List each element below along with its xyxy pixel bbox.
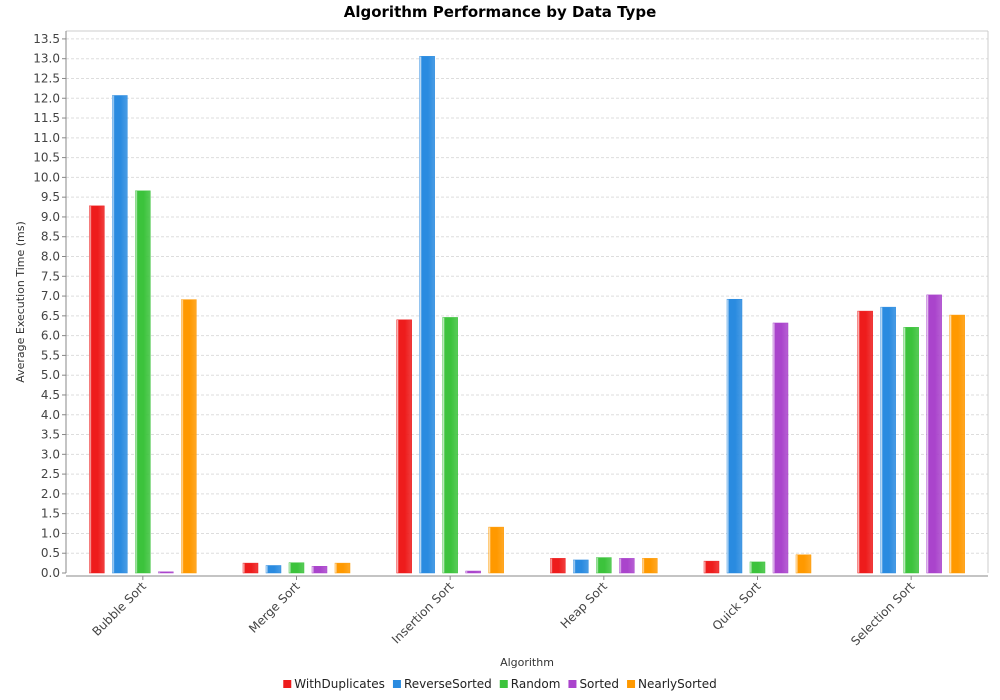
bar-reversesorted-merge-sort bbox=[265, 565, 282, 574]
y-tick-label: 6.5 bbox=[41, 309, 60, 323]
y-tick-label: 2.5 bbox=[41, 467, 60, 481]
bar-sorted-quick-sort bbox=[772, 322, 789, 574]
chart-title: Algorithm Performance by Data Type bbox=[344, 3, 657, 21]
bar-sorted-merge-sort bbox=[311, 566, 328, 574]
bar-sorted-insertion-sort bbox=[465, 570, 481, 574]
y-tick-label: 13.5 bbox=[33, 32, 60, 46]
legend-swatch-reversesorted bbox=[392, 680, 401, 688]
bar-reversesorted-insertion-sort bbox=[419, 56, 435, 574]
y-tick-label: 7.5 bbox=[41, 269, 60, 283]
y-tick-label: 0.5 bbox=[41, 546, 60, 560]
bar-random-merge-sort bbox=[288, 562, 305, 574]
y-tick-label: 5.5 bbox=[41, 348, 60, 362]
y-tick-label: 13.0 bbox=[33, 52, 60, 66]
legend-label-sorted: Sorted bbox=[579, 677, 619, 691]
bar-reversesorted-heap-sort bbox=[573, 559, 589, 574]
bar-random-selection-sort bbox=[903, 327, 919, 574]
legend-swatch-random bbox=[499, 680, 508, 688]
bar-sorted-bubble-sort bbox=[158, 571, 174, 574]
legend-label-withduplicates: WithDuplicates bbox=[294, 677, 385, 691]
bar-nearlysorted-heap-sort bbox=[642, 558, 658, 574]
bar-withduplicates-insertion-sort bbox=[396, 319, 412, 574]
x-axis-label: Algorithm bbox=[500, 656, 554, 669]
bar-withduplicates-selection-sort bbox=[857, 310, 873, 574]
y-tick-label: 1.5 bbox=[41, 507, 60, 521]
legend-label-reversesorted: ReverseSorted bbox=[404, 677, 492, 691]
legend-swatch-sorted bbox=[568, 680, 577, 688]
bar-withduplicates-quick-sort bbox=[703, 560, 720, 574]
plot-area bbox=[66, 30, 989, 573]
y-tick-label: 0.0 bbox=[41, 566, 60, 580]
bar-withduplicates-merge-sort bbox=[242, 562, 259, 574]
bars bbox=[89, 56, 965, 574]
y-tick-label: 8.5 bbox=[41, 230, 60, 244]
y-tick-label: 3.0 bbox=[41, 447, 60, 461]
y-tick-label: 11.0 bbox=[33, 131, 60, 145]
y-tick-label: 12.5 bbox=[33, 71, 60, 85]
y-axis-label: Average Execution Time (ms) bbox=[14, 221, 27, 383]
legend-swatch-withduplicates bbox=[283, 680, 292, 688]
bar-reversesorted-selection-sort bbox=[880, 306, 896, 574]
y-axis: 0.0 0.5 1.0 1.5 2.0 2.5 3.0 3.5 4.0 4.5 5.0 5.5 6.0 6… bbox=[33, 31, 988, 580]
y-tick-label: 5.0 bbox=[41, 368, 60, 382]
bar-nearlysorted-bubble-sort bbox=[181, 299, 197, 574]
y-tick-label: 10.0 bbox=[33, 170, 60, 184]
bar-random-heap-sort bbox=[596, 557, 612, 574]
bar-withduplicates-bubble-sort bbox=[89, 205, 105, 574]
y-tick-label: 1.0 bbox=[41, 526, 60, 540]
bar-random-insertion-sort bbox=[442, 317, 458, 574]
y-tick-label: 12.0 bbox=[33, 91, 60, 105]
y-tick-label: 4.5 bbox=[41, 388, 60, 402]
legend: WithDuplicates ReverseSorted Random Sorted N… bbox=[283, 677, 717, 691]
bar-nearlysorted-selection-sort bbox=[949, 314, 965, 574]
y-tick-label: 6.0 bbox=[41, 329, 60, 343]
bar-nearlysorted-merge-sort bbox=[334, 562, 351, 574]
y-tick-label: 8.0 bbox=[41, 250, 60, 264]
y-tick-label: 4.0 bbox=[41, 408, 60, 422]
bar-reversesorted-quick-sort bbox=[726, 298, 743, 574]
legend-label-nearlysorted: NearlySorted bbox=[638, 677, 717, 691]
bar-withduplicates-heap-sort bbox=[550, 558, 566, 574]
y-tick-label: 11.5 bbox=[33, 111, 60, 125]
y-tick-label: 2.0 bbox=[41, 487, 60, 501]
bar-nearlysorted-insertion-sort bbox=[488, 526, 504, 574]
bar-sorted-selection-sort bbox=[926, 294, 942, 574]
bar-random-quick-sort bbox=[749, 561, 766, 574]
legend-swatch-nearlysorted bbox=[627, 680, 636, 688]
plot-background bbox=[66, 31, 988, 573]
legend-label-random: Random bbox=[511, 677, 561, 691]
bar-sorted-heap-sort bbox=[619, 558, 635, 574]
bar-random-bubble-sort bbox=[135, 190, 151, 574]
y-tick-label: 9.0 bbox=[41, 210, 60, 224]
y-tick-label: 7.0 bbox=[41, 289, 60, 303]
y-tick-label: 9.5 bbox=[41, 190, 60, 204]
y-tick-label: 10.5 bbox=[33, 151, 60, 165]
bar-nearlysorted-quick-sort bbox=[795, 554, 812, 574]
bar-reversesorted-bubble-sort bbox=[112, 95, 128, 574]
y-tick-label: 3.5 bbox=[41, 428, 60, 442]
